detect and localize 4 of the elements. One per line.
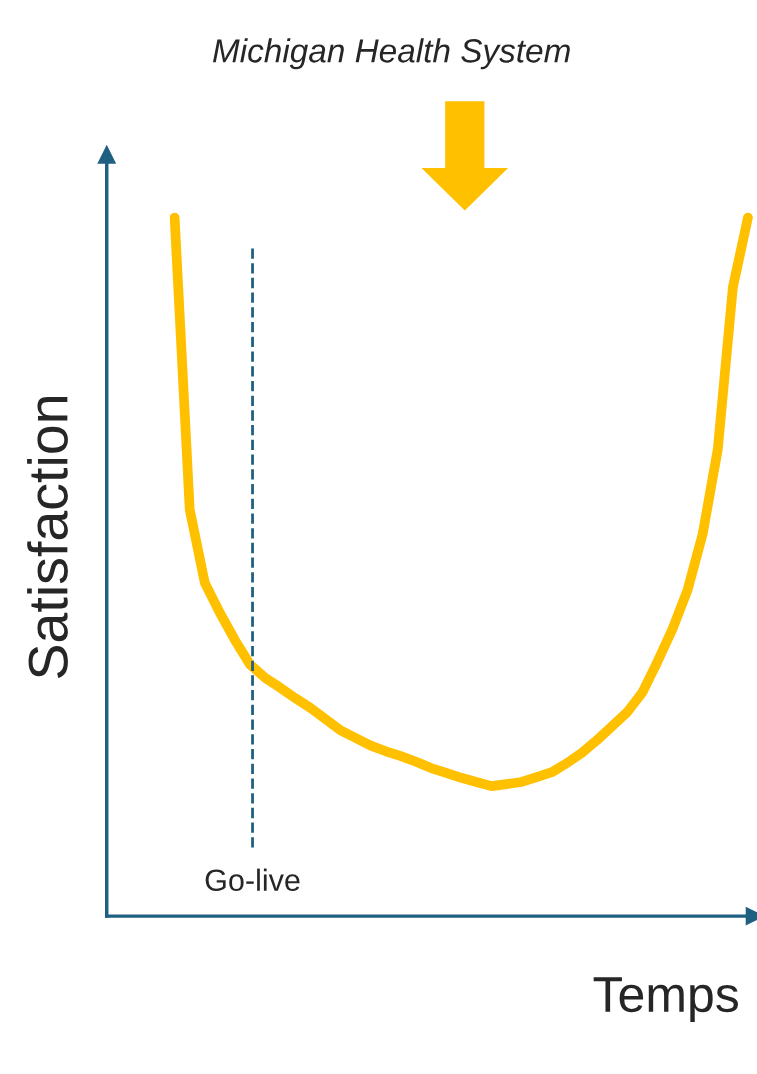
annotation: Go-live bbox=[205, 868, 300, 892]
text: Michigan Health System bbox=[212, 38, 570, 70]
x-axis-title: Temps bbox=[593, 977, 738, 1023]
y-axis-title: Satisfaction bbox=[27, 397, 68, 679]
